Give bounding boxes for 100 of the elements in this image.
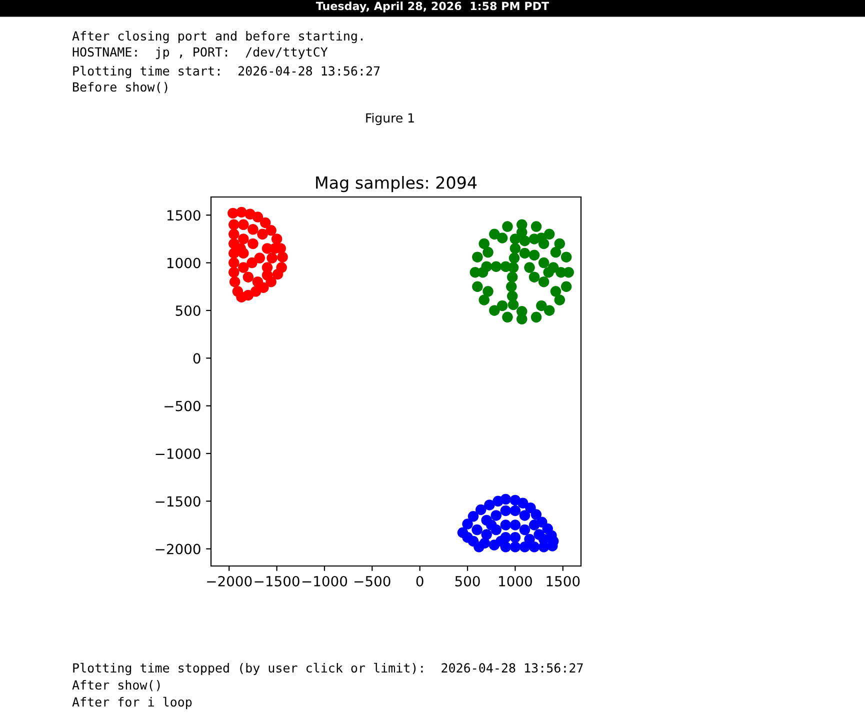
point bbox=[228, 266, 240, 278]
point bbox=[524, 534, 535, 545]
text: Tuesday, April 28, 2026 1:58 PM PDT bbox=[316, 2, 550, 12]
point bbox=[242, 272, 254, 282]
point bbox=[228, 257, 240, 268]
point bbox=[252, 276, 264, 288]
point bbox=[486, 520, 497, 530]
point bbox=[506, 272, 518, 282]
point bbox=[468, 511, 479, 522]
text: After for i loop bbox=[72, 696, 192, 710]
point bbox=[510, 520, 521, 530]
point bbox=[500, 520, 512, 530]
point bbox=[484, 500, 495, 510]
point bbox=[528, 520, 540, 530]
point bbox=[500, 261, 512, 272]
y-tick-label: 1000 bbox=[167, 258, 200, 268]
point bbox=[490, 510, 502, 521]
point bbox=[510, 243, 521, 254]
point bbox=[517, 498, 528, 508]
point bbox=[519, 510, 530, 521]
point bbox=[506, 281, 517, 292]
y-tick-label: 1500 bbox=[167, 210, 200, 221]
x-tick-label: 1500 bbox=[546, 576, 580, 586]
point bbox=[560, 281, 572, 292]
x-tick-label: 1000 bbox=[499, 576, 532, 586]
point bbox=[519, 248, 530, 259]
x-tick-label: −1500 bbox=[254, 576, 300, 586]
point bbox=[496, 300, 508, 312]
point bbox=[246, 257, 258, 268]
point bbox=[524, 262, 535, 273]
text: Plotting time start: 2026-04-28 13:56:27 bbox=[73, 66, 380, 78]
point bbox=[502, 221, 513, 232]
point bbox=[528, 234, 540, 244]
point bbox=[248, 224, 258, 235]
point bbox=[252, 212, 264, 222]
chart-title: Mag samples: 2094 bbox=[316, 176, 477, 192]
point bbox=[554, 238, 566, 250]
point bbox=[528, 272, 540, 282]
point bbox=[272, 268, 284, 280]
point bbox=[478, 238, 490, 250]
y-tick-label: −2000 bbox=[156, 544, 200, 554]
point bbox=[242, 290, 254, 301]
point bbox=[271, 234, 282, 244]
text: Plotting time stopped (by user click or limit): 2026-04-28 13:56:27 bbox=[73, 662, 583, 676]
point bbox=[508, 299, 519, 310]
point bbox=[490, 261, 502, 272]
point bbox=[472, 524, 482, 536]
y-tick-label: 500 bbox=[176, 305, 200, 316]
point bbox=[510, 542, 521, 552]
point bbox=[502, 312, 513, 323]
point bbox=[544, 305, 555, 316]
point bbox=[496, 232, 508, 244]
point bbox=[472, 281, 483, 292]
point bbox=[550, 246, 562, 258]
x-tick-label: −1000 bbox=[302, 576, 348, 586]
x-tick-label: 0 bbox=[416, 576, 424, 586]
point bbox=[510, 505, 521, 516]
point bbox=[228, 219, 240, 230]
point bbox=[229, 276, 240, 288]
point bbox=[510, 234, 521, 244]
point bbox=[472, 252, 483, 262]
point bbox=[538, 276, 550, 288]
point bbox=[530, 509, 542, 520]
point bbox=[262, 270, 273, 281]
point bbox=[538, 238, 550, 250]
point bbox=[538, 257, 550, 268]
point bbox=[482, 286, 494, 297]
y-tick-label: −1500 bbox=[156, 496, 200, 507]
point bbox=[560, 252, 572, 262]
point bbox=[516, 306, 528, 317]
point bbox=[482, 246, 494, 258]
point bbox=[550, 286, 562, 297]
point bbox=[556, 266, 566, 278]
point bbox=[481, 261, 492, 272]
point bbox=[544, 228, 555, 240]
y-tick-label: −500 bbox=[164, 400, 200, 412]
point bbox=[260, 217, 271, 228]
point bbox=[462, 532, 473, 543]
point bbox=[519, 524, 530, 536]
point bbox=[238, 262, 249, 273]
point bbox=[530, 312, 542, 323]
point bbox=[236, 206, 247, 218]
point bbox=[238, 234, 249, 244]
point bbox=[519, 235, 530, 246]
point bbox=[238, 219, 249, 230]
point bbox=[481, 529, 492, 540]
point bbox=[554, 294, 566, 306]
point bbox=[530, 221, 542, 232]
point bbox=[475, 504, 486, 516]
point bbox=[277, 252, 288, 262]
point bbox=[500, 494, 512, 505]
text: Before show() bbox=[73, 82, 168, 94]
x-tick-label: −2000 bbox=[207, 576, 252, 586]
point bbox=[462, 518, 473, 530]
point bbox=[266, 224, 276, 236]
text: After closing port and before starting. bbox=[72, 30, 362, 44]
point bbox=[510, 532, 521, 543]
point bbox=[536, 300, 547, 312]
point bbox=[500, 505, 512, 516]
text: HOSTNAME: jp , PORT: /dev/ttytCY bbox=[72, 46, 328, 60]
